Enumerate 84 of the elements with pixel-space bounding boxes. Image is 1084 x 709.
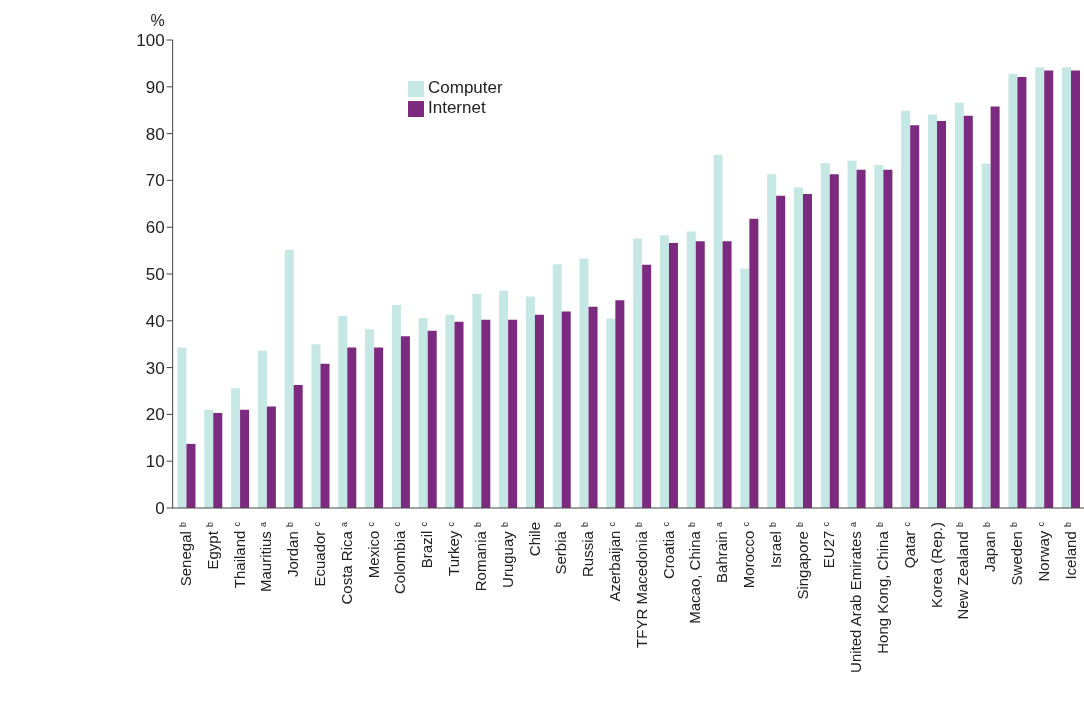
bar [713, 154, 723, 508]
bar [481, 319, 491, 508]
bar [883, 169, 893, 508]
bar [874, 164, 884, 508]
bar [454, 321, 464, 508]
y-tick-label: 60 [145, 218, 165, 238]
bar [937, 120, 946, 508]
bar [847, 160, 857, 508]
bar [213, 413, 223, 508]
y-tick-label: 80 [145, 124, 165, 144]
bar [561, 311, 571, 508]
bar [204, 409, 214, 508]
bar [659, 235, 669, 508]
bar [579, 258, 589, 508]
bar [508, 319, 518, 508]
bar [231, 388, 241, 508]
y-tick-label: 30 [145, 358, 165, 378]
bar [374, 347, 384, 508]
bar [776, 195, 786, 508]
bar [391, 304, 401, 508]
bar [525, 296, 535, 508]
bar [856, 169, 866, 508]
bar [633, 238, 643, 508]
bar [534, 314, 544, 508]
y-tick-label: 100 [136, 31, 165, 51]
x-tick-label: Korea (Rep.) [927, 522, 945, 608]
bar [668, 243, 678, 508]
bar [400, 336, 410, 508]
bar [186, 443, 196, 508]
bar [1071, 70, 1081, 508]
y-tick-label: 40 [145, 311, 165, 331]
bar [1035, 67, 1045, 508]
legend-label: Internet [428, 98, 486, 117]
bar [615, 300, 625, 508]
y-tick-label: 50 [145, 265, 165, 285]
bar [954, 102, 964, 508]
bar [427, 330, 437, 508]
y-tick-label: 70 [145, 171, 165, 191]
bar [284, 249, 294, 508]
bar [910, 125, 920, 508]
y-tick-label: 10 [145, 452, 165, 472]
bar [418, 317, 428, 508]
bar [472, 293, 482, 508]
bar [820, 163, 830, 508]
bar [1008, 73, 1018, 508]
bar [1017, 76, 1027, 508]
bar [552, 264, 562, 508]
legend-label: Computer [428, 78, 503, 97]
bar [588, 306, 598, 508]
x-tick-label: Chile [525, 522, 543, 557]
bar [240, 409, 250, 508]
bar [963, 115, 973, 508]
bar [266, 406, 276, 508]
bar [767, 174, 777, 508]
bar [928, 114, 937, 508]
bar [981, 163, 991, 508]
bar [606, 318, 616, 508]
y-tick-label: 20 [145, 405, 165, 425]
bar [722, 241, 732, 508]
bar [802, 193, 812, 508]
bar [695, 241, 705, 508]
bar [793, 187, 803, 508]
bar [1044, 70, 1054, 508]
bar [829, 174, 839, 508]
bar [445, 314, 455, 508]
bar [257, 350, 267, 508]
bar [740, 268, 750, 508]
bar [365, 329, 375, 508]
bar [749, 218, 759, 508]
y-axis-title: % [150, 12, 165, 29]
y-tick-label: 90 [145, 77, 165, 97]
bar [338, 316, 348, 508]
y-tick-label: 0 [155, 499, 165, 519]
bar [901, 110, 911, 508]
bar [686, 231, 696, 508]
bar [1062, 67, 1072, 508]
bar [642, 264, 652, 508]
bar [293, 384, 303, 508]
bar [347, 347, 357, 508]
bar [311, 344, 321, 508]
bar [990, 106, 1000, 508]
bar [499, 290, 509, 508]
bar [177, 347, 187, 508]
bar [320, 363, 330, 508]
